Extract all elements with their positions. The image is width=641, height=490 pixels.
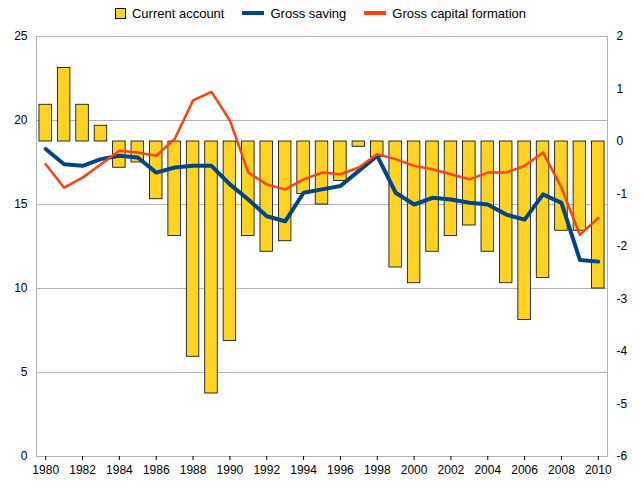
svg-text:0: 0 xyxy=(617,134,624,148)
svg-text:1984: 1984 xyxy=(106,463,133,477)
svg-text:-4: -4 xyxy=(617,344,628,358)
html-text:Current account: Current account xyxy=(132,5,225,21)
svg-text:1988: 1988 xyxy=(180,463,207,477)
svg-text:1996: 1996 xyxy=(327,463,354,477)
svg-text:1986: 1986 xyxy=(143,463,170,477)
svg-text:5: 5 xyxy=(21,365,28,379)
svg-text:-6: -6 xyxy=(617,449,628,463)
svg-text:15: 15 xyxy=(14,197,28,211)
svg-text:1: 1 xyxy=(617,82,624,96)
svg-text:-2: -2 xyxy=(617,239,628,253)
svg-text:-1: -1 xyxy=(617,187,628,201)
html-text:Gross saving: Gross saving xyxy=(270,5,347,21)
svg-text:2008: 2008 xyxy=(548,463,575,477)
svg-text:1992: 1992 xyxy=(253,463,280,477)
svg-text:2004: 2004 xyxy=(474,463,501,477)
svg-text:1982: 1982 xyxy=(69,463,96,477)
svg-text:1994: 1994 xyxy=(290,463,317,477)
svg-text:25: 25 xyxy=(14,29,28,43)
svg-text:0: 0 xyxy=(21,449,28,463)
svg-text:-3: -3 xyxy=(617,292,628,306)
svg-text:-5: -5 xyxy=(617,397,628,411)
svg-text:2: 2 xyxy=(617,29,624,43)
svg-text:2006: 2006 xyxy=(511,463,538,477)
svg-text:10: 10 xyxy=(14,281,28,295)
svg-text:2002: 2002 xyxy=(438,463,465,477)
svg-text:1990: 1990 xyxy=(217,463,244,477)
svg-text:1998: 1998 xyxy=(364,463,391,477)
html-text:Gross capital formation: Gross capital formation xyxy=(392,5,526,21)
svg-text:1980: 1980 xyxy=(32,463,59,477)
svg-text:2000: 2000 xyxy=(401,463,428,477)
svg-text:2010: 2010 xyxy=(585,463,612,477)
svg-text:20: 20 xyxy=(14,113,28,127)
